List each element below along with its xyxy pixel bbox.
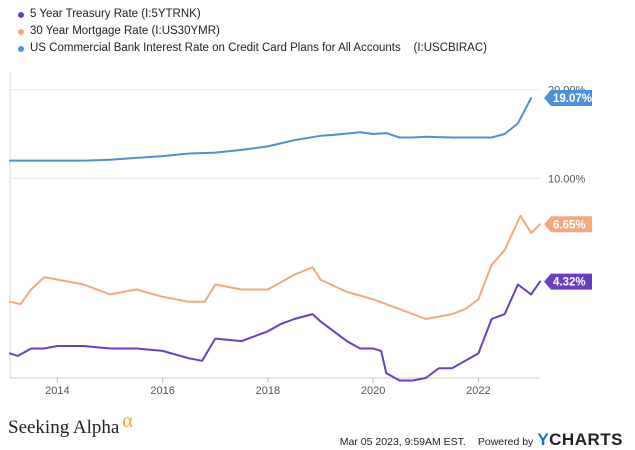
series-line <box>9 97 533 162</box>
legend-label: 5 Year Treasury Rate (I:5YTRNK) <box>30 8 201 20</box>
legend-label: 30 Year Mortgage Rate (I:US30YMR) <box>30 25 220 37</box>
ycharts-y-icon: Y <box>537 430 550 449</box>
line-chart: 20.00%10.00%2014201620182020202219.07%6.… <box>9 72 592 397</box>
series-line <box>9 280 541 382</box>
end-value-badge <box>544 216 592 233</box>
x-tick-label: 2016 <box>150 385 174 397</box>
x-tick-label: 2014 <box>45 385 69 397</box>
legend-dot-icon <box>18 45 24 52</box>
chart-footer: Mar 05 2023, 9:59AM EST. Powered by YCHA… <box>340 430 623 450</box>
legend-item-credit-card[interactable]: US Commercial Bank Interest Rate on Cred… <box>18 40 487 57</box>
ycharts-logo: YCHARTS <box>537 430 623 449</box>
x-tick-label: 2022 <box>466 385 490 397</box>
legend-dot-icon <box>18 28 24 35</box>
series-line <box>9 214 541 320</box>
legend: 5 Year Treasury Rate (I:5YTRNK) 30 Year … <box>18 6 487 57</box>
x-tick-label: 2020 <box>361 385 385 397</box>
seeking-alpha-logo: Seeking Alpha α <box>8 410 133 439</box>
end-value-label: 4.32% <box>553 277 586 289</box>
timestamp: Mar 05 2023, 9:59AM EST. <box>339 436 466 448</box>
end-value-badge <box>544 89 592 106</box>
brand-name: Seeking Alpha <box>8 417 120 438</box>
end-value-label: 6.65% <box>553 219 586 231</box>
legend-label: US Commercial Bank Interest Rate on Cred… <box>30 42 487 54</box>
powered-by-text: Powered by <box>477 436 534 448</box>
legend-dot-icon <box>18 11 24 18</box>
alpha-icon: α <box>122 410 133 432</box>
end-value-label: 19.07% <box>553 93 592 105</box>
end-value-badge <box>544 273 592 290</box>
legend-item-treasury[interactable]: 5 Year Treasury Rate (I:5YTRNK) <box>18 6 487 23</box>
x-tick-label: 2018 <box>256 385 280 397</box>
legend-item-mortgage[interactable]: 30 Year Mortgage Rate (I:US30YMR) <box>18 23 487 40</box>
y-tick-label: 10.00% <box>548 173 586 185</box>
